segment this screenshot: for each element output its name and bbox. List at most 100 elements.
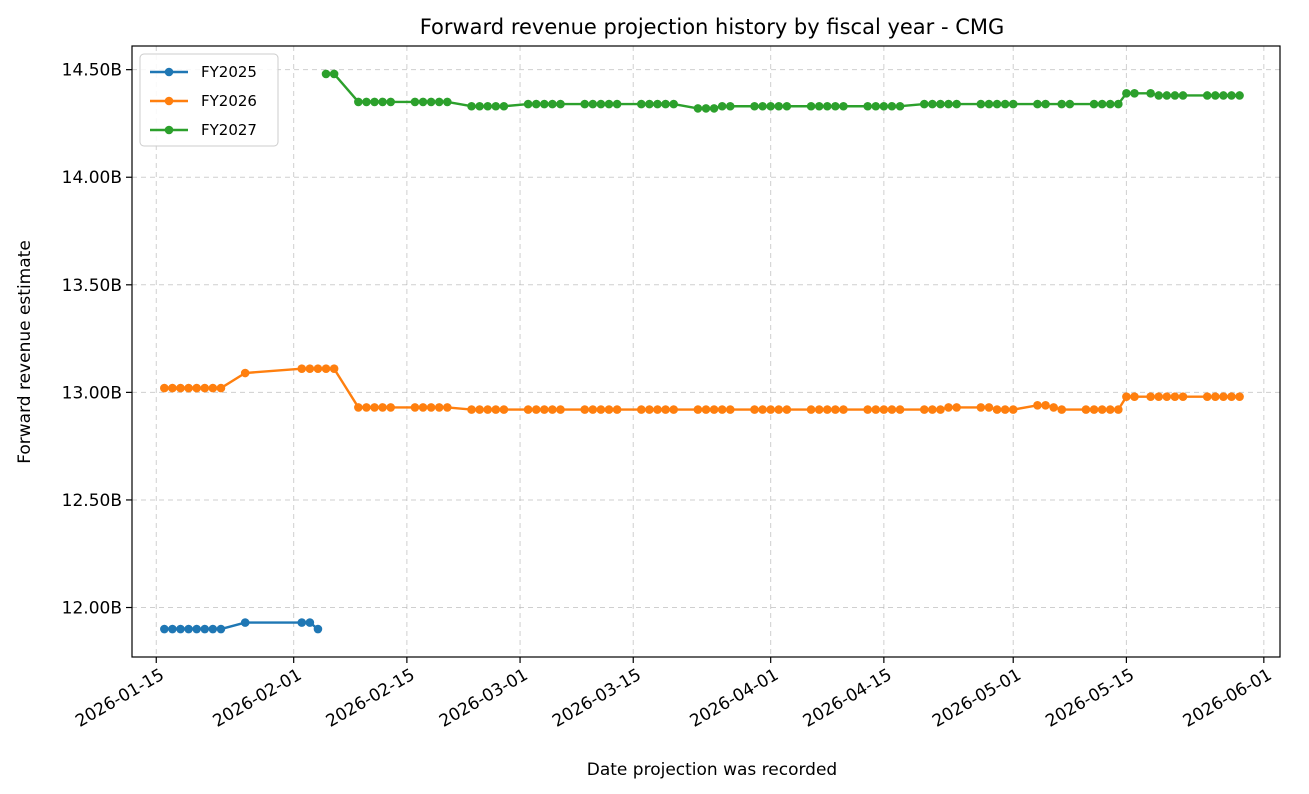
- data-point: [378, 403, 387, 412]
- data-point: [693, 405, 703, 414]
- y-tick-label: 12.50B: [62, 491, 122, 511]
- x-tick-label: 2026-02-15: [323, 665, 419, 732]
- data-point: [523, 405, 533, 414]
- data-point: [782, 101, 792, 111]
- data-point: [386, 403, 396, 412]
- data-point: [669, 99, 678, 109]
- data-point: [580, 405, 590, 414]
- data-point: [1154, 392, 1164, 401]
- data-point: [192, 383, 201, 393]
- data-point: [814, 405, 824, 414]
- y-tick-label: 13.00B: [62, 383, 122, 403]
- legend-swatch-marker: [164, 125, 174, 135]
- x-tick-label: 2026-06-01: [1180, 665, 1276, 732]
- data-point: [645, 405, 654, 414]
- data-point: [709, 405, 719, 414]
- data-point: [1146, 392, 1155, 401]
- data-point: [483, 405, 493, 414]
- data-point: [467, 101, 476, 111]
- data-point: [879, 405, 889, 414]
- data-point: [1081, 405, 1091, 414]
- data-point: [782, 405, 792, 414]
- data-point: [1033, 99, 1042, 109]
- data-point: [370, 403, 379, 412]
- data-point: [952, 99, 961, 109]
- data-point: [919, 405, 929, 414]
- data-point: [1122, 89, 1131, 98]
- data-point: [1000, 405, 1010, 414]
- data-point: [839, 101, 848, 111]
- data-point: [653, 405, 662, 414]
- data-point: [499, 405, 509, 414]
- data-point: [758, 101, 767, 111]
- data-point: [725, 405, 735, 414]
- data-point: [645, 99, 654, 109]
- data-point: [871, 101, 881, 111]
- data-point: [200, 383, 210, 393]
- data-point: [588, 405, 598, 414]
- data-point: [523, 99, 533, 109]
- data-point: [709, 104, 719, 113]
- data-point: [596, 405, 606, 414]
- data-point: [1049, 403, 1058, 412]
- data-point: [1057, 99, 1067, 109]
- data-point: [1235, 91, 1244, 100]
- data-point: [717, 405, 727, 414]
- data-point: [1008, 99, 1018, 109]
- data-point: [596, 99, 606, 109]
- data-point: [297, 618, 307, 627]
- data-point: [863, 405, 872, 414]
- data-point: [1162, 392, 1172, 401]
- y-tick-label: 14.50B: [62, 61, 122, 81]
- data-point: [475, 405, 484, 414]
- data-point: [936, 99, 945, 109]
- data-point: [984, 99, 994, 109]
- data-point: [580, 99, 590, 109]
- data-point: [1154, 91, 1164, 100]
- data-point: [895, 405, 905, 414]
- x-tick-label: 2026-04-01: [687, 665, 783, 732]
- data-point: [410, 97, 420, 107]
- y-tick-label: 14.00B: [62, 168, 122, 188]
- data-point: [766, 405, 775, 414]
- series-fy2027: [321, 69, 1244, 113]
- x-tick-label: 2026-02-01: [210, 665, 306, 732]
- data-point: [944, 403, 953, 412]
- data-point: [1065, 99, 1075, 109]
- data-point: [216, 624, 226, 634]
- data-point: [863, 101, 872, 111]
- data-point: [661, 405, 670, 414]
- series-layer: [160, 69, 1244, 634]
- data-point: [895, 101, 905, 111]
- data-point: [774, 405, 784, 414]
- data-point: [192, 624, 201, 634]
- data-point: [184, 383, 193, 393]
- data-point: [216, 383, 226, 393]
- series-fy2026: [160, 364, 1244, 414]
- legend-label: FY2025: [201, 63, 257, 81]
- data-point: [976, 403, 986, 412]
- data-point: [839, 405, 848, 414]
- series-fy2025: [160, 618, 323, 634]
- data-point: [831, 101, 840, 111]
- legend-box: [139, 53, 279, 147]
- data-point: [386, 97, 396, 107]
- data-point: [410, 403, 420, 412]
- data-point: [531, 405, 541, 414]
- data-point: [354, 97, 363, 107]
- data-point: [208, 383, 218, 393]
- data-point: [1033, 400, 1042, 410]
- data-point: [442, 97, 452, 107]
- data-point: [176, 624, 185, 634]
- data-point: [475, 101, 484, 111]
- legend-item-fy2025: FY2025: [150, 63, 257, 81]
- data-point: [362, 403, 371, 412]
- data-point: [556, 99, 565, 109]
- data-point: [1227, 91, 1236, 100]
- legend-swatch-marker: [164, 67, 174, 77]
- data-point: [604, 99, 614, 109]
- data-point: [1041, 99, 1050, 109]
- data-point: [548, 405, 557, 414]
- data-point: [871, 405, 881, 414]
- chart-title: Forward revenue projection history by fi…: [420, 15, 1005, 39]
